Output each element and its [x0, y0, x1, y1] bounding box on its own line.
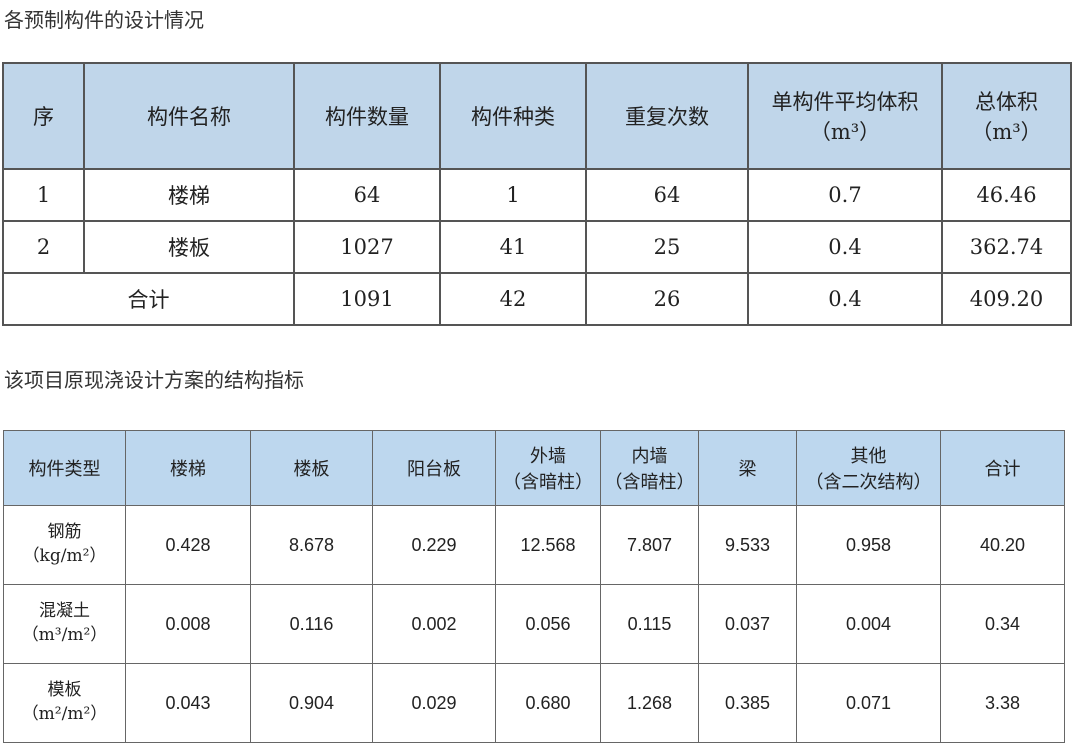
header-cell: 构件名称	[83, 62, 295, 170]
cell: 2	[2, 220, 85, 274]
cell: 41	[439, 220, 587, 274]
cell: 40.20	[940, 505, 1065, 585]
cell: 0.428	[125, 505, 251, 585]
cell: 9.533	[698, 505, 797, 585]
cell: 0.958	[796, 505, 941, 585]
header-sub: （含二次结构）	[805, 472, 932, 493]
row-label-cell: 模板 （m²/m²）	[3, 663, 126, 743]
cell: 0.904	[250, 663, 373, 743]
row-label-cell: 钢筋 （kg/m²）	[3, 505, 126, 585]
header-cell: 单构件平均体积 （m³）	[747, 62, 943, 170]
structural-indicators-table: 构件类型 楼梯 楼板 阳台板 外墙 （含暗柱） 内墙 （含暗柱） 梁 其他 （含二次结…	[3, 430, 1065, 743]
header-row: 构件类型 楼梯 楼板 阳台板 外墙 （含暗柱） 内墙 （含暗柱） 梁 其他 （含二次结…	[3, 430, 1065, 506]
header-cell: 楼板	[250, 430, 373, 506]
cell: 0.037	[698, 584, 797, 664]
cell: 3.38	[940, 663, 1065, 743]
cell: 1	[439, 168, 587, 222]
cell: 0.115	[600, 584, 699, 664]
cell: 26	[585, 272, 749, 326]
cell: 0.004	[796, 584, 941, 664]
cell: 64	[585, 168, 749, 222]
cell: 0.056	[495, 584, 601, 664]
cell: 0.071	[796, 663, 941, 743]
total-row: 合计 1091 42 26 0.4 409.20	[2, 272, 1072, 326]
header-label: 总体积	[975, 90, 1038, 114]
cell: 0.7	[747, 168, 943, 222]
header-cell: 外墙 （含暗柱）	[495, 430, 601, 506]
cell: 0.4	[747, 220, 943, 274]
cell: 362.74	[941, 220, 1072, 274]
header-label: 内墙	[631, 446, 668, 467]
row-unit: （m²/m²）	[21, 704, 108, 724]
cell: 8.678	[250, 505, 373, 585]
cell: 1027	[293, 220, 441, 274]
cell: 64	[293, 168, 441, 222]
cell: 0.002	[372, 584, 496, 664]
cell: 0.680	[495, 663, 601, 743]
table-row: 混凝土 （m³/m²） 0.008 0.116 0.002 0.056 0.115 0.037…	[3, 584, 1065, 664]
header-cell: 构件种类	[439, 62, 587, 170]
cell: 0.029	[372, 663, 496, 743]
cell: 楼梯	[83, 168, 295, 222]
table1-title: 各预制构件的设计情况	[4, 8, 204, 32]
table-row: 1 楼梯 64 1 64 0.7 46.46	[2, 168, 1072, 222]
header-row: 序 构件名称 构件数量 构件种类 重复次数 单构件平均体积 （m³） 总体积 （m³…	[2, 62, 1072, 170]
header-unit: （m³）	[809, 120, 881, 144]
cell: 25	[585, 220, 749, 274]
cell: 0.4	[747, 272, 943, 326]
cell: 1	[2, 168, 85, 222]
cell: 0.116	[250, 584, 373, 664]
cell: 0.229	[372, 505, 496, 585]
header-sub: （含暗柱）	[604, 472, 695, 493]
cell: 7.807	[600, 505, 699, 585]
cell: 0.385	[698, 663, 797, 743]
table-row: 钢筋 （kg/m²） 0.428 8.678 0.229 12.568 7.807 9.533…	[3, 505, 1065, 585]
row-label: 模板	[47, 680, 82, 701]
cell: 409.20	[941, 272, 1072, 326]
header-label: 单构件平均体积	[771, 90, 919, 114]
row-label-cell: 混凝土 （m³/m²）	[3, 584, 126, 664]
cell: 楼板	[83, 220, 295, 274]
header-cell: 楼梯	[125, 430, 251, 506]
header-cell: 梁	[698, 430, 797, 506]
header-cell: 合计	[940, 430, 1065, 506]
row-unit: （m³/m²）	[21, 625, 108, 645]
header-cell: 总体积 （m³）	[941, 62, 1072, 170]
header-sub: （含暗柱）	[503, 472, 593, 493]
cell: 合计	[2, 272, 295, 326]
header-unit: （m³）	[971, 120, 1042, 144]
header-label: 其他	[850, 446, 887, 467]
table-row: 模板 （m²/m²） 0.043 0.904 0.029 0.680 1.268 0.385 0…	[3, 663, 1065, 743]
header-cell: 构件数量	[293, 62, 441, 170]
cell: 0.043	[125, 663, 251, 743]
row-label: 钢筋	[47, 522, 82, 543]
cell: 12.568	[495, 505, 601, 585]
cell: 0.34	[940, 584, 1065, 664]
table-row: 2 楼板 1027 41 25 0.4 362.74	[2, 220, 1072, 274]
table2-title: 该项目原现浇设计方案的结构指标	[4, 368, 304, 392]
cell: 1091	[293, 272, 441, 326]
cell: 0.008	[125, 584, 251, 664]
prefab-components-table: 序 构件名称 构件数量 构件种类 重复次数 单构件平均体积 （m³） 总体积 （m³…	[2, 62, 1072, 326]
row-unit: （kg/m²）	[22, 546, 107, 566]
header-cell: 序	[2, 62, 85, 170]
cell: 46.46	[941, 168, 1072, 222]
header-cell: 重复次数	[585, 62, 749, 170]
header-cell: 内墙 （含暗柱）	[600, 430, 699, 506]
cell: 1.268	[600, 663, 699, 743]
header-cell: 构件类型	[3, 430, 126, 506]
header-cell: 其他 （含二次结构）	[796, 430, 941, 506]
header-label: 外墙	[530, 446, 566, 467]
row-label: 混凝土	[39, 601, 90, 622]
header-cell: 阳台板	[372, 430, 496, 506]
cell: 42	[439, 272, 587, 326]
